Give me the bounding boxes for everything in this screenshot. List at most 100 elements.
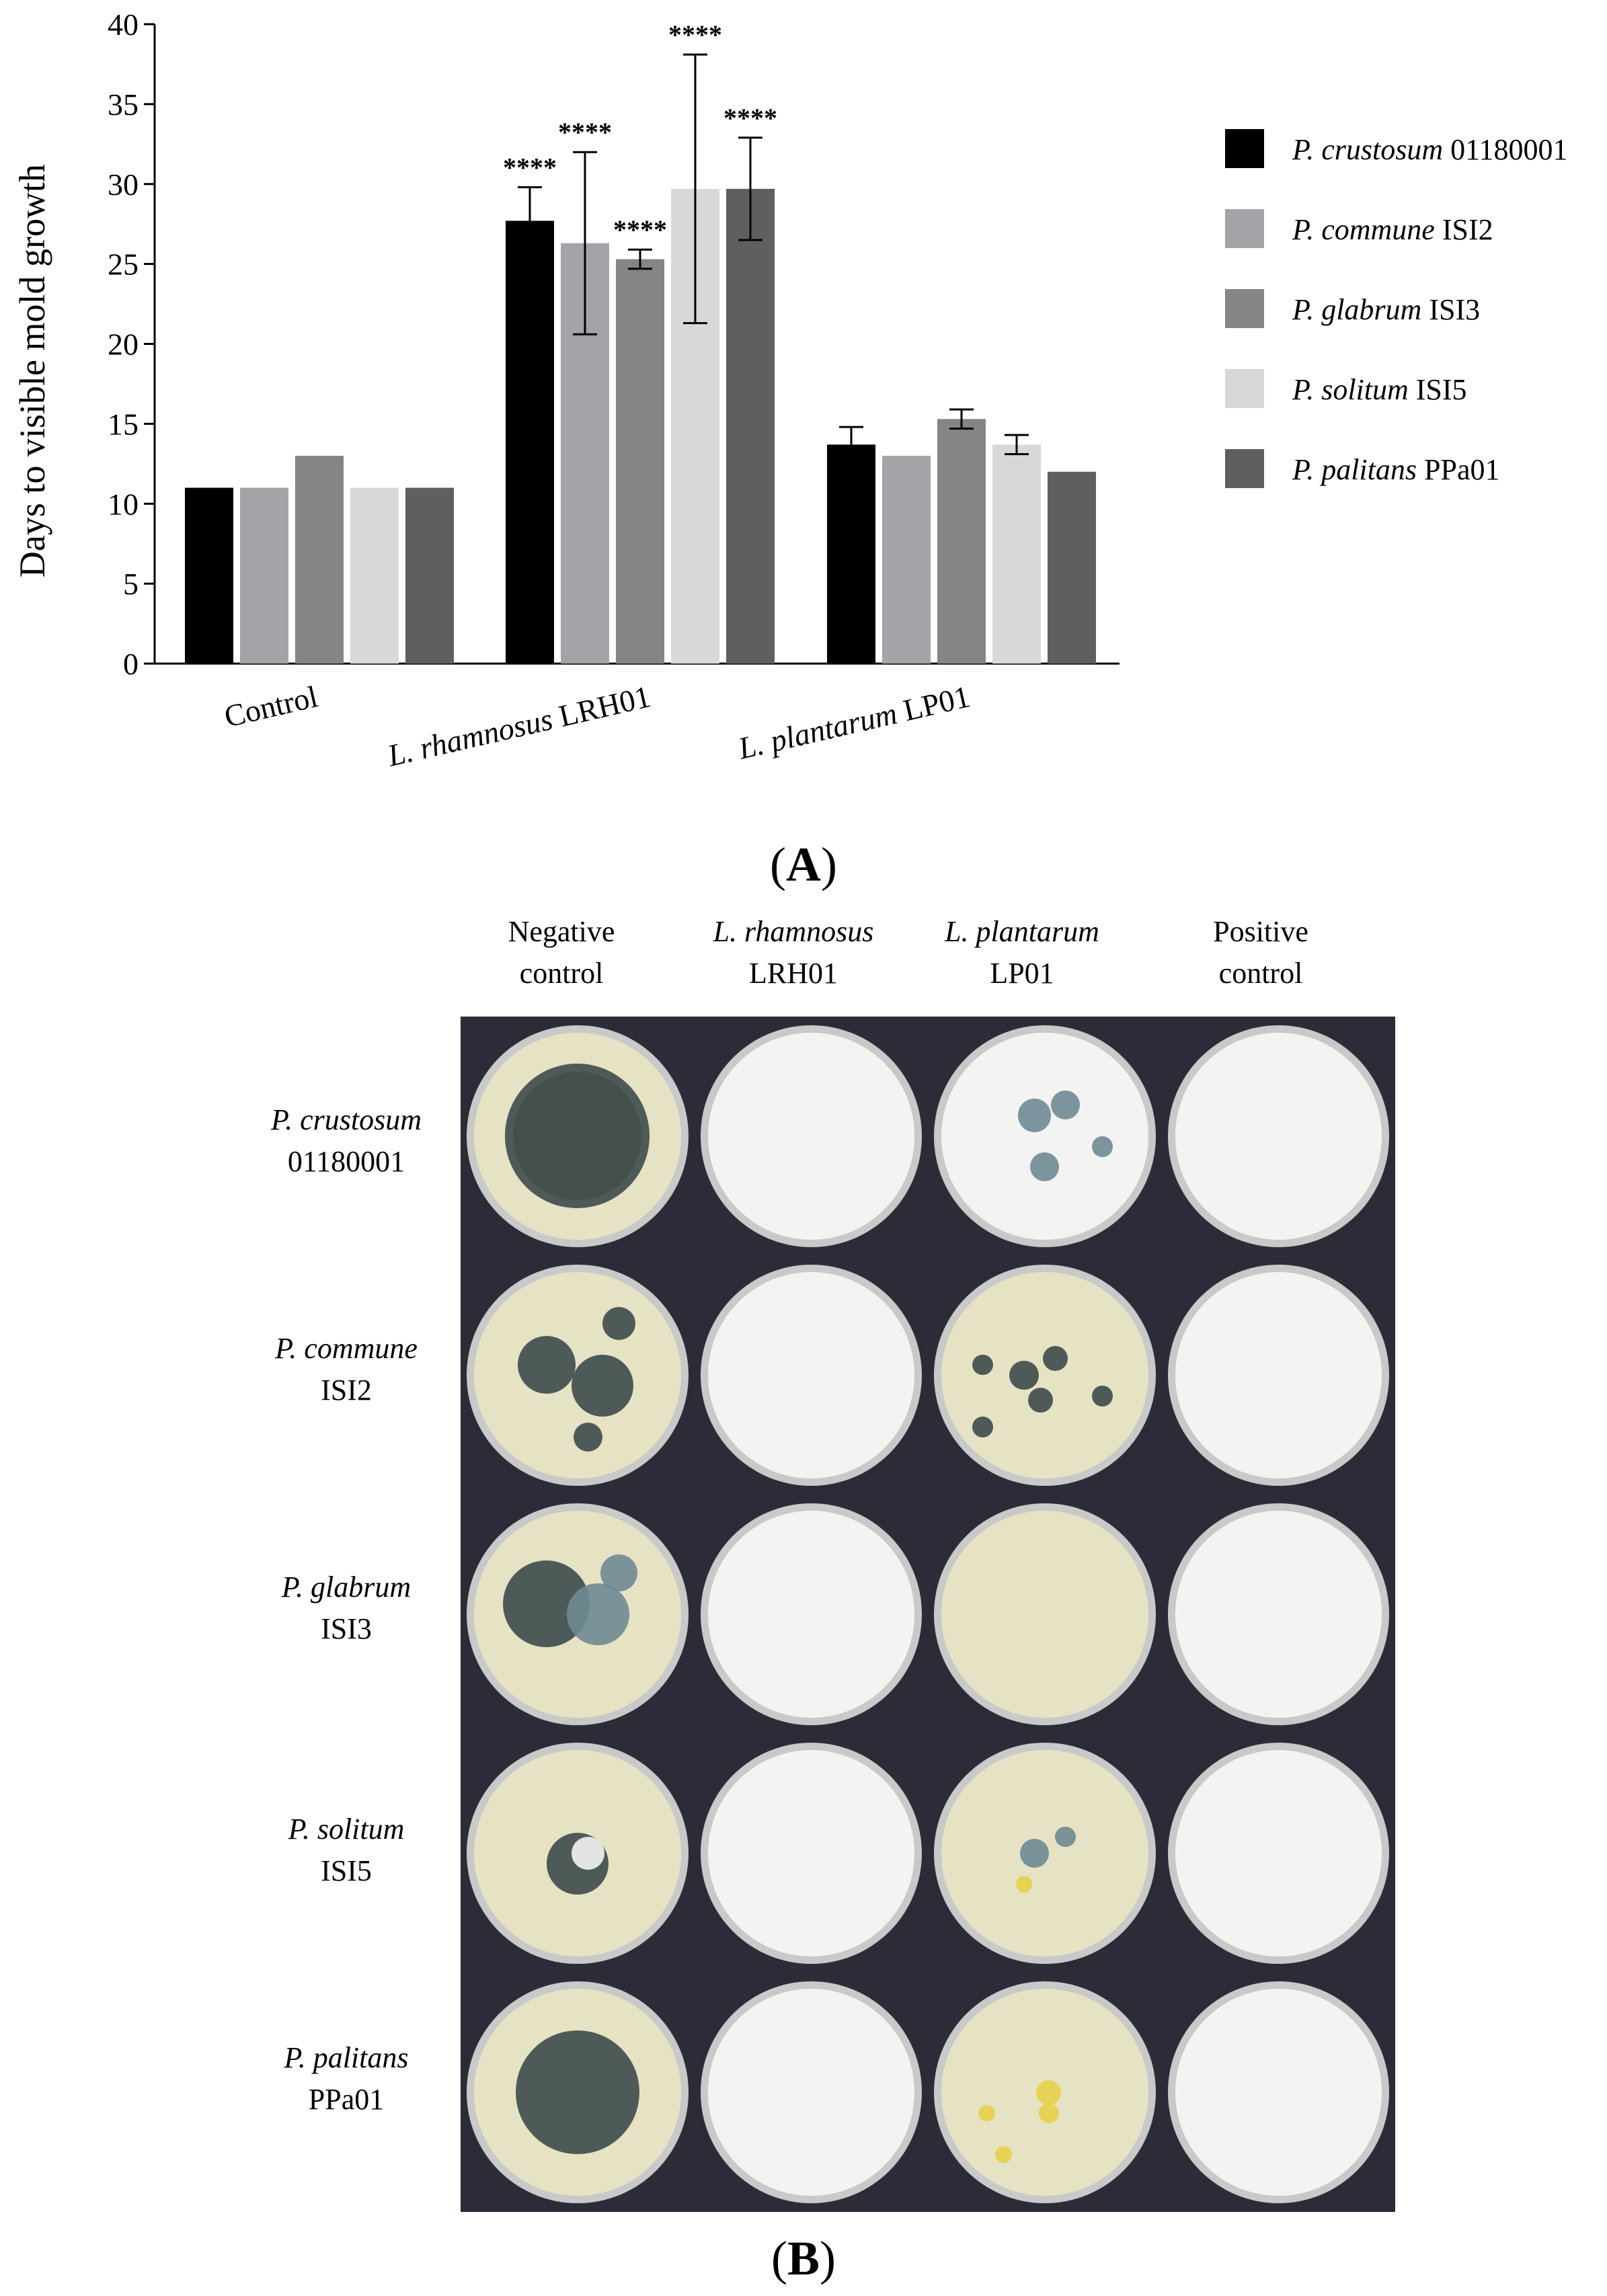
legend-label: P. commune ISI2	[1292, 213, 1493, 246]
bar	[295, 455, 344, 664]
petri-plate	[1167, 1264, 1389, 1487]
plate-medium	[474, 1271, 681, 1479]
plate-medium	[941, 1033, 1148, 1240]
mold-colony	[517, 1335, 576, 1394]
mold-colony	[573, 1423, 602, 1452]
y-tick-label: 5	[123, 567, 139, 601]
row-header-p-commune: P. commune ISI2	[275, 1332, 418, 1407]
panel-a-label: (A)	[770, 838, 837, 892]
panel-b-label: (B)	[771, 2231, 836, 2285]
petri-plate	[934, 1264, 1156, 1487]
plate-medium	[707, 1989, 914, 2196]
mold-colony	[1019, 1839, 1049, 1868]
mold-colony	[1028, 1387, 1054, 1413]
mold-colony	[571, 1836, 604, 1870]
bar	[616, 259, 664, 664]
bar-chart: 0 5 10 15 20 25 30 35 40 Days to visible mold gro…	[12, 7, 1567, 773]
plate-medium	[474, 1749, 681, 1957]
y-axis-label: Days to visible mold growth	[12, 164, 52, 578]
significance-label: ****	[723, 103, 777, 133]
petri-plate	[467, 1025, 689, 1247]
mold-colony	[1036, 2080, 1062, 2105]
plate-medium	[1175, 1511, 1382, 1718]
petri-plate	[467, 1981, 689, 2203]
significance-label: ****	[503, 153, 557, 183]
bar	[185, 487, 233, 664]
petri-plate	[1167, 1742, 1389, 1965]
legend-label: P. glabrum ISI3	[1292, 293, 1480, 326]
bar	[937, 419, 986, 664]
legend-swatch	[1225, 449, 1264, 488]
plate-medium	[1175, 1033, 1382, 1240]
significance-label: ****	[558, 117, 612, 147]
petri-plate	[1167, 1025, 1389, 1247]
row-header-p-palitans: P. palitans PPa01	[284, 2041, 409, 2116]
bar	[350, 487, 399, 664]
legend-label: P. crustosum 01180001	[1292, 133, 1567, 166]
bar	[726, 188, 775, 664]
bar	[882, 455, 931, 664]
x-category-label: L. rhamnosus LRH01	[384, 679, 654, 773]
plate-medium	[474, 1989, 681, 2196]
y-tick-label: 30	[108, 167, 139, 202]
plate-medium	[1175, 1989, 1382, 2196]
legend-label: P. solitum ISI5	[1292, 373, 1467, 406]
petri-plate	[700, 1025, 922, 1247]
plate-medium	[941, 1511, 1148, 1718]
row-header-p-glabrum: P. glabrum ISI3	[281, 1571, 411, 1645]
petri-plate	[934, 1742, 1156, 1965]
petri-plate-photo-grid	[461, 1017, 1395, 2212]
petri-plate	[700, 1503, 922, 1725]
mold-colony	[505, 1064, 650, 1209]
y-tick-label: 35	[108, 87, 139, 122]
bar	[240, 487, 288, 664]
column-header-positive-control: Positive control	[1213, 915, 1308, 990]
bar	[506, 221, 554, 664]
plate-medium	[941, 1989, 1148, 2196]
x-category-label: Control	[221, 679, 321, 734]
bar	[827, 444, 875, 664]
mold-colony	[1038, 2102, 1060, 2124]
legend-swatch	[1225, 289, 1264, 328]
mold-colony	[571, 1354, 633, 1417]
plate-medium	[707, 1749, 914, 1957]
petri-plate	[467, 1264, 689, 1487]
mold-colony	[602, 1306, 635, 1341]
mold-colony	[1009, 1360, 1039, 1390]
mold-colony	[567, 1583, 629, 1646]
mold-colony	[1050, 1091, 1081, 1120]
plate-medium	[707, 1033, 914, 1240]
bar	[405, 487, 454, 664]
plate-medium	[941, 1749, 1148, 1957]
mold-colony	[1017, 1099, 1051, 1132]
mold-colony	[1015, 1876, 1033, 1893]
x-category-label: L. plantarum LP01	[734, 679, 973, 766]
significance-label: ****	[668, 19, 722, 50]
y-tick-label: 20	[108, 327, 139, 362]
petri-plate	[1167, 1503, 1389, 1725]
plate-medium	[707, 1271, 914, 1479]
legend-swatch	[1225, 129, 1264, 168]
plate-medium	[474, 1511, 681, 1718]
plate-medium	[707, 1511, 914, 1718]
column-header-l-rhamnosus: L. rhamnosus LRH01	[713, 915, 874, 990]
petri-plate	[1167, 1981, 1389, 2203]
mold-colony	[1042, 1346, 1068, 1372]
column-header-negative-control: Negative control	[508, 915, 615, 990]
significance-label: ****	[613, 214, 667, 245]
y-tick-label: 15	[108, 407, 139, 441]
y-tick-label: 0	[123, 647, 139, 681]
plate-medium	[1175, 1749, 1382, 1957]
plate-medium	[474, 1033, 681, 1240]
mold-colony	[994, 2146, 1012, 2163]
plate-medium	[941, 1271, 1148, 1479]
plate-medium	[1175, 1271, 1382, 1479]
mold-colony	[972, 1416, 993, 1437]
petri-plate	[934, 1503, 1156, 1725]
petri-plate	[700, 1742, 922, 1965]
petri-plate	[467, 1742, 689, 1965]
legend-swatch	[1225, 369, 1264, 408]
petri-plate	[934, 1981, 1156, 2203]
y-tick-label: 25	[108, 247, 139, 282]
mold-colony	[978, 2104, 995, 2122]
